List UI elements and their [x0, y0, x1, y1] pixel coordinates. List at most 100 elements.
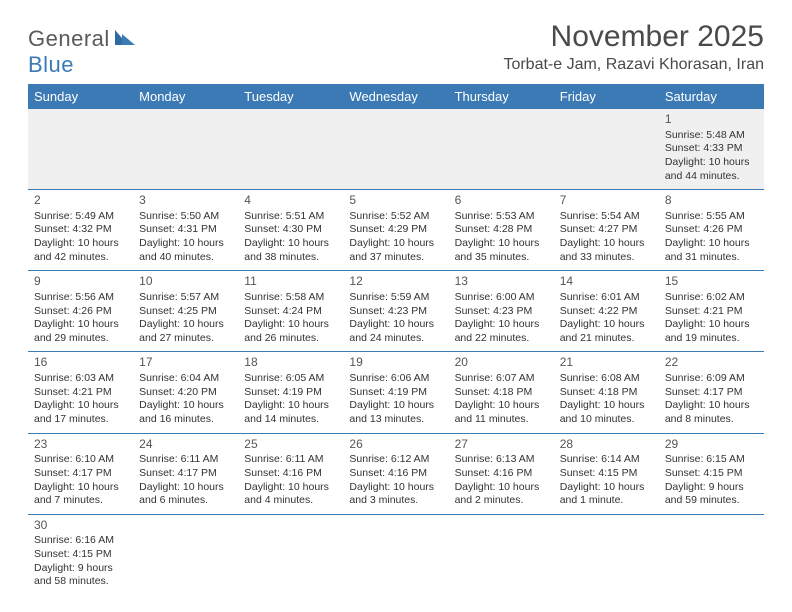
sunset-text: Sunset: 4:16 PM [349, 467, 442, 481]
sunset-text: Sunset: 4:29 PM [349, 223, 442, 237]
day-cell-22: 22Sunrise: 6:09 AMSunset: 4:17 PMDayligh… [659, 352, 764, 433]
sunset-text: Sunset: 4:25 PM [139, 305, 232, 319]
sunset-text: Sunset: 4:16 PM [455, 467, 548, 481]
daylight-text: Daylight: 10 hours [665, 156, 758, 170]
sunrise-text: Sunrise: 6:08 AM [560, 372, 653, 386]
sunrise-text: Sunrise: 6:11 AM [244, 453, 337, 467]
day-cell-30: 30Sunrise: 6:16 AMSunset: 4:15 PMDayligh… [28, 514, 133, 595]
sunrise-text: Sunrise: 6:04 AM [139, 372, 232, 386]
daylight-text: and 26 minutes. [244, 332, 337, 346]
daylight-text: Daylight: 10 hours [244, 481, 337, 495]
day-number: 13 [455, 274, 548, 290]
day-cell-13: 13Sunrise: 6:00 AMSunset: 4:23 PMDayligh… [449, 271, 554, 352]
sunset-text: Sunset: 4:17 PM [139, 467, 232, 481]
sunrise-text: Sunrise: 6:16 AM [34, 534, 127, 548]
daylight-text: and 11 minutes. [455, 413, 548, 427]
daylight-text: and 22 minutes. [455, 332, 548, 346]
week-row: 9Sunrise: 5:56 AMSunset: 4:26 PMDaylight… [28, 271, 764, 352]
sunrise-text: Sunrise: 5:52 AM [349, 210, 442, 224]
day-cell-19: 19Sunrise: 6:06 AMSunset: 4:19 PMDayligh… [343, 352, 448, 433]
sunrise-text: Sunrise: 6:00 AM [455, 291, 548, 305]
daylight-text: Daylight: 10 hours [349, 399, 442, 413]
sunset-text: Sunset: 4:18 PM [560, 386, 653, 400]
daylight-text: and 31 minutes. [665, 251, 758, 265]
sunrise-text: Sunrise: 5:59 AM [349, 291, 442, 305]
logo-part2: Blue [28, 52, 74, 77]
daylight-text: Daylight: 10 hours [349, 318, 442, 332]
daylight-text: Daylight: 10 hours [244, 237, 337, 251]
empty-cell [238, 514, 343, 595]
day-number: 29 [665, 437, 758, 453]
sunrise-text: Sunrise: 5:56 AM [34, 291, 127, 305]
dayname-wednesday: Wednesday [343, 84, 448, 109]
day-number: 6 [455, 193, 548, 209]
daylight-text: and 29 minutes. [34, 332, 127, 346]
day-cell-25: 25Sunrise: 6:11 AMSunset: 4:16 PMDayligh… [238, 433, 343, 514]
daylight-text: Daylight: 10 hours [139, 399, 232, 413]
day-cell-11: 11Sunrise: 5:58 AMSunset: 4:24 PMDayligh… [238, 271, 343, 352]
sunrise-text: Sunrise: 6:10 AM [34, 453, 127, 467]
day-number: 2 [34, 193, 127, 209]
daylight-text: Daylight: 10 hours [244, 318, 337, 332]
sunset-text: Sunset: 4:31 PM [139, 223, 232, 237]
sunset-text: Sunset: 4:24 PM [244, 305, 337, 319]
daylight-text: Daylight: 10 hours [34, 481, 127, 495]
sunset-text: Sunset: 4:21 PM [34, 386, 127, 400]
sunrise-text: Sunrise: 6:15 AM [665, 453, 758, 467]
daylight-text: and 44 minutes. [665, 170, 758, 184]
daylight-text: Daylight: 10 hours [560, 399, 653, 413]
page-title: November 2025 [503, 20, 764, 54]
day-number: 24 [139, 437, 232, 453]
daylight-text: Daylight: 10 hours [244, 399, 337, 413]
dayname-sunday: Sunday [28, 84, 133, 109]
empty-cell [133, 514, 238, 595]
day-cell-18: 18Sunrise: 6:05 AMSunset: 4:19 PMDayligh… [238, 352, 343, 433]
sunset-text: Sunset: 4:22 PM [560, 305, 653, 319]
day-cell-20: 20Sunrise: 6:07 AMSunset: 4:18 PMDayligh… [449, 352, 554, 433]
logo: GeneralBlue [28, 26, 138, 78]
day-number: 3 [139, 193, 232, 209]
sunrise-text: Sunrise: 5:54 AM [560, 210, 653, 224]
daylight-text: Daylight: 10 hours [455, 399, 548, 413]
daylight-text: Daylight: 10 hours [455, 237, 548, 251]
sunset-text: Sunset: 4:28 PM [455, 223, 548, 237]
day-cell-1: 1Sunrise: 5:48 AMSunset: 4:33 PMDaylight… [659, 109, 764, 190]
daylight-text: Daylight: 10 hours [139, 318, 232, 332]
empty-cell [238, 109, 343, 190]
calendar-body: 1Sunrise: 5:48 AMSunset: 4:33 PMDaylight… [28, 109, 764, 595]
sunset-text: Sunset: 4:32 PM [34, 223, 127, 237]
day-cell-29: 29Sunrise: 6:15 AMSunset: 4:15 PMDayligh… [659, 433, 764, 514]
day-cell-7: 7Sunrise: 5:54 AMSunset: 4:27 PMDaylight… [554, 190, 659, 271]
sunrise-text: Sunrise: 5:51 AM [244, 210, 337, 224]
sunrise-text: Sunrise: 6:11 AM [139, 453, 232, 467]
day-number: 22 [665, 355, 758, 371]
day-number: 18 [244, 355, 337, 371]
sunset-text: Sunset: 4:33 PM [665, 142, 758, 156]
daylight-text: and 19 minutes. [665, 332, 758, 346]
dayname-friday: Friday [554, 84, 659, 109]
day-cell-27: 27Sunrise: 6:13 AMSunset: 4:16 PMDayligh… [449, 433, 554, 514]
day-number: 14 [560, 274, 653, 290]
day-cell-15: 15Sunrise: 6:02 AMSunset: 4:21 PMDayligh… [659, 271, 764, 352]
daylight-text: and 6 minutes. [139, 494, 232, 508]
dayname-monday: Monday [133, 84, 238, 109]
daylight-text: Daylight: 9 hours [34, 562, 127, 576]
day-number: 5 [349, 193, 442, 209]
day-number: 19 [349, 355, 442, 371]
day-cell-6: 6Sunrise: 5:53 AMSunset: 4:28 PMDaylight… [449, 190, 554, 271]
sunrise-text: Sunrise: 6:01 AM [560, 291, 653, 305]
empty-cell [554, 514, 659, 595]
daylight-text: Daylight: 10 hours [139, 481, 232, 495]
daylight-text: and 8 minutes. [665, 413, 758, 427]
week-row: 2Sunrise: 5:49 AMSunset: 4:32 PMDaylight… [28, 190, 764, 271]
daylight-text: and 40 minutes. [139, 251, 232, 265]
daylight-text: and 27 minutes. [139, 332, 232, 346]
sunset-text: Sunset: 4:30 PM [244, 223, 337, 237]
day-number: 23 [34, 437, 127, 453]
empty-cell [449, 109, 554, 190]
daylight-text: and 38 minutes. [244, 251, 337, 265]
sunset-text: Sunset: 4:16 PM [244, 467, 337, 481]
sunset-text: Sunset: 4:27 PM [560, 223, 653, 237]
sunrise-text: Sunrise: 6:06 AM [349, 372, 442, 386]
day-number: 26 [349, 437, 442, 453]
